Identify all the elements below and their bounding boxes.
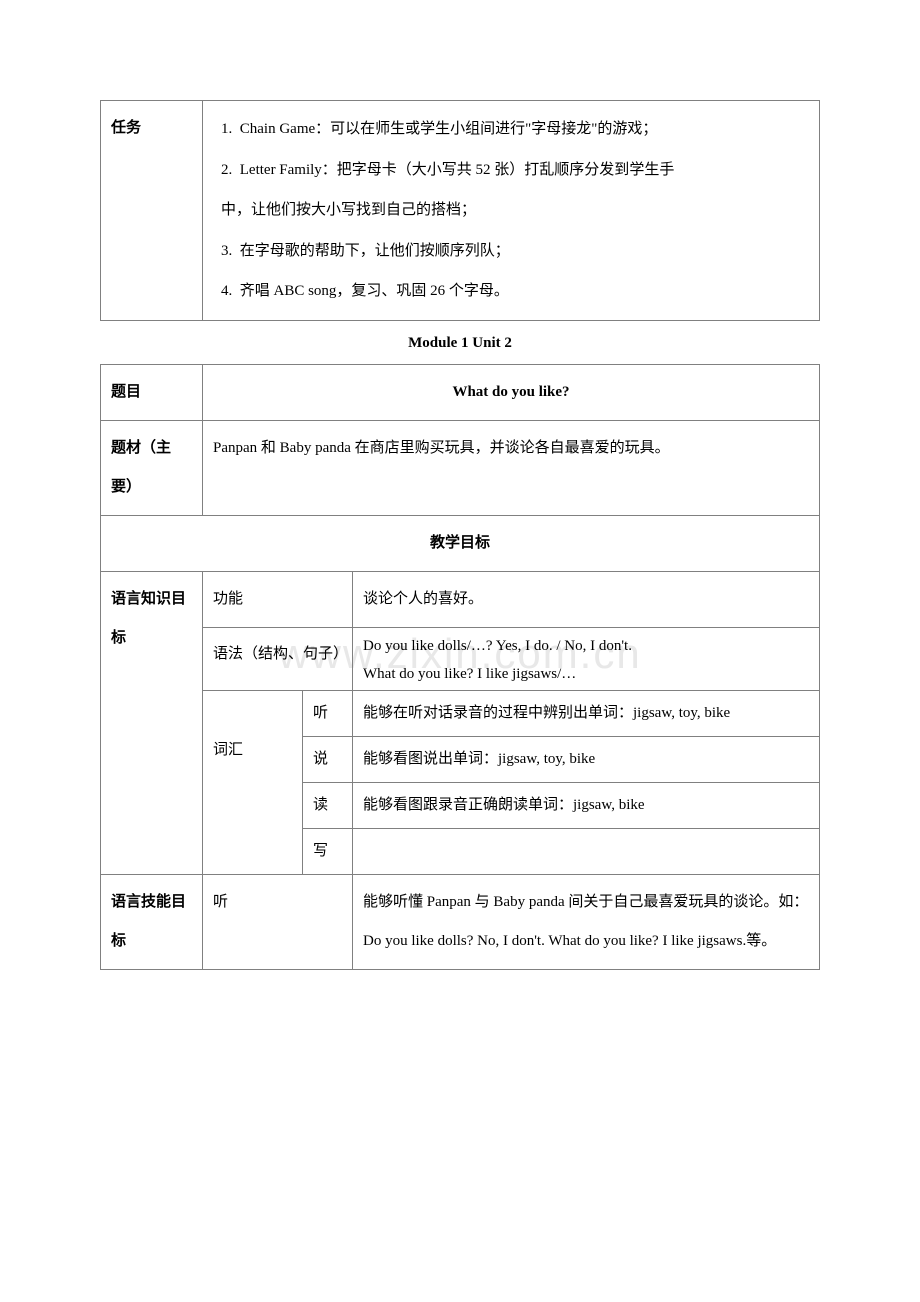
skill-listen-value-cell: 能够听懂 Panpan 与 Baby panda 间关于自己最喜爱玩具的谈论。如… — [353, 874, 820, 969]
read-value-cell: 能够看图跟录音正确朗读单词：jigsaw, bike — [353, 782, 820, 828]
function-label: 功能 — [203, 572, 352, 627]
grammar-value-cell: Do you like dolls/…? Yes, I do. / No, I … — [353, 627, 820, 690]
table-row: 题目 What do you like? — [101, 364, 820, 420]
grammar-line2: What do you like? I like jigsaws/… — [353, 662, 819, 690]
table-row: 语言技能目标 听 能够听懂 Panpan 与 Baby panda 间关于自己最… — [101, 874, 820, 969]
list-item: 4. 齐唱 ABC song，复习、巩固 26 个字母。 — [221, 271, 809, 312]
table-row: 语法（结构、句子） Do you like dolls/…? Yes, I do… — [101, 627, 820, 690]
title-label: 题目 — [101, 365, 202, 420]
table-row: 任务 1. Chain Game：可以在师生或学生小组间进行"字母接龙"的游戏；… — [101, 101, 820, 321]
teaching-goals-header-cell: 教学目标 — [101, 515, 820, 571]
speak-value-cell: 能够看图说出单词：jigsaw, toy, bike — [353, 736, 820, 782]
listen-value: 能够在听对话录音的过程中辨别出单词：jigsaw, toy, bike — [353, 691, 819, 736]
read-label-cell: 读 — [303, 782, 353, 828]
tasks-list: 1. Chain Game：可以在师生或学生小组间进行"字母接龙"的游戏； 2.… — [213, 109, 809, 312]
module-heading: Module 1 Unit 2 — [100, 335, 820, 352]
subject-value: Panpan 和 Baby panda 在商店里购买玩具，并谈论各自最喜爱的玩具… — [203, 421, 819, 476]
list-item: 1. Chain Game：可以在师生或学生小组间进行"字母接龙"的游戏； — [221, 109, 809, 150]
tasks-table: 任务 1. Chain Game：可以在师生或学生小组间进行"字母接龙"的游戏；… — [100, 100, 820, 321]
write-label-cell: 写 — [303, 828, 353, 874]
table-row: 语言知识目标 功能 谈论个人的喜好。 — [101, 571, 820, 627]
listen-label-cell: 听 — [303, 690, 353, 736]
skill-listen-value: 能够听懂 Panpan 与 Baby panda 间关于自己最喜爱玩具的谈论。如… — [353, 875, 819, 969]
title-label-cell: 题目 — [101, 364, 203, 420]
lang-skill-label-cell: 语言技能目标 — [101, 874, 203, 969]
listen-value-cell: 能够在听对话录音的过程中辨别出单词：jigsaw, toy, bike — [353, 690, 820, 736]
speak-label: 说 — [303, 737, 352, 782]
read-label: 读 — [303, 783, 352, 828]
write-value-cell — [353, 828, 820, 874]
skill-listen-label: 听 — [203, 875, 352, 930]
list-item: 2. Letter Family：把字母卡（大小写共 52 张）打乱顺序分发到学… — [221, 150, 809, 191]
write-value — [353, 829, 819, 841]
function-value-cell: 谈论个人的喜好。 — [353, 571, 820, 627]
list-item: 中，让他们按大小写找到自己的搭档； — [221, 190, 809, 231]
tasks-label: 任务 — [101, 101, 202, 156]
subject-label-cell: 题材（主要） — [101, 420, 203, 515]
title-value-cell: What do you like? — [203, 364, 820, 420]
teaching-goals-header: 教学目标 — [101, 516, 819, 571]
write-label: 写 — [303, 829, 352, 874]
read-value: 能够看图跟录音正确朗读单词：jigsaw, bike — [353, 783, 819, 828]
listen-label: 听 — [303, 691, 352, 736]
lang-skill-label: 语言技能目标 — [101, 875, 202, 969]
table-row: 题材（主要） Panpan 和 Baby panda 在商店里购买玩具，并谈论各… — [101, 420, 820, 515]
tasks-content-cell: 1. Chain Game：可以在师生或学生小组间进行"字母接龙"的游戏； 2.… — [203, 101, 820, 321]
speak-value: 能够看图说出单词：jigsaw, toy, bike — [353, 737, 819, 782]
function-value: 谈论个人的喜好。 — [353, 572, 819, 627]
lesson-plan-table: 题目 What do you like? 题材（主要） Panpan 和 Bab… — [100, 364, 820, 970]
table-row: 词汇 听 能够在听对话录音的过程中辨别出单词：jigsaw, toy, bike — [101, 690, 820, 736]
list-item: 3. 在字母歌的帮助下，让他们按顺序列队； — [221, 231, 809, 272]
grammar-line1: Do you like dolls/…? Yes, I do. / No, I … — [353, 628, 819, 662]
grammar-label-cell: 语法（结构、句子） — [203, 627, 353, 690]
tasks-label-cell: 任务 — [101, 101, 203, 321]
title-value: What do you like? — [203, 365, 819, 420]
speak-label-cell: 说 — [303, 736, 353, 782]
table-row: 教学目标 — [101, 515, 820, 571]
vocab-label-cell: 词汇 — [203, 690, 303, 874]
lang-knowledge-label: 语言知识目标 — [101, 572, 202, 666]
subject-value-cell: Panpan 和 Baby panda 在商店里购买玩具，并谈论各自最喜爱的玩具… — [203, 420, 820, 515]
subject-label: 题材（主要） — [101, 421, 202, 515]
vocab-label: 词汇 — [203, 691, 302, 778]
function-label-cell: 功能 — [203, 571, 353, 627]
skill-listen-label-cell: 听 — [203, 874, 353, 969]
grammar-label: 语法（结构、句子） — [203, 628, 352, 680]
lang-knowledge-label-cell: 语言知识目标 — [101, 571, 203, 874]
